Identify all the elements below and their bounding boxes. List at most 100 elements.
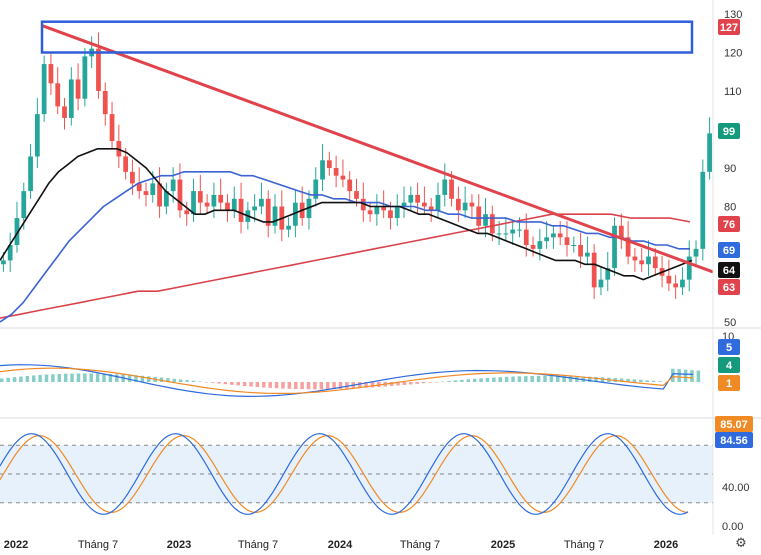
macd-histogram-bar xyxy=(178,379,183,382)
macd-histogram-bar xyxy=(31,375,36,382)
candle xyxy=(313,179,319,199)
candle xyxy=(41,64,47,115)
stoch-badge-label: 85.07 xyxy=(720,419,748,431)
macd-histogram-bar xyxy=(95,373,100,382)
macd-histogram-bar xyxy=(223,382,228,385)
macd-badge xyxy=(718,357,740,373)
candle xyxy=(21,191,27,219)
candle xyxy=(184,210,190,215)
macd-histogram-bar xyxy=(44,374,49,382)
time-tick-label: 2025 xyxy=(491,539,515,551)
candle xyxy=(109,114,115,142)
candle xyxy=(415,194,420,203)
macd-histogram-bar xyxy=(293,382,298,390)
macd-histogram-bar xyxy=(536,375,541,382)
candle xyxy=(449,179,454,199)
macd-histogram-bar xyxy=(460,379,464,382)
macd-histogram-bar xyxy=(530,375,534,382)
macd-histogram-bar xyxy=(504,376,509,382)
macd-histogram-bar xyxy=(562,375,566,382)
macd-histogram-bar xyxy=(319,382,324,390)
macd-histogram-bar xyxy=(172,378,177,382)
macd-histogram-bar xyxy=(306,382,311,390)
candle xyxy=(551,233,556,238)
macd-histogram-bar xyxy=(127,374,132,382)
trendline xyxy=(41,24,714,274)
stochastic-pane[interactable] xyxy=(0,433,713,515)
macd-histogram-bar xyxy=(146,376,151,382)
macd-histogram-bar xyxy=(645,380,649,382)
candle xyxy=(625,237,631,257)
candle xyxy=(123,156,129,172)
macd-histogram-bar xyxy=(274,382,279,389)
price-pane[interactable] xyxy=(0,20,761,329)
candle xyxy=(340,175,346,180)
macd-histogram-bar xyxy=(287,382,292,389)
macd-histogram-bar xyxy=(345,382,349,389)
candle xyxy=(639,260,645,265)
macd-histogram-bar xyxy=(485,377,490,382)
macd-histogram-bar xyxy=(498,377,503,382)
stoch-tick-label: 40.00 xyxy=(722,482,750,494)
candle xyxy=(130,171,135,184)
gear-icon[interactable]: ⚙ xyxy=(735,536,747,551)
macd-histogram-bar xyxy=(25,375,30,382)
candle xyxy=(388,210,393,219)
macd-histogram-bar xyxy=(370,382,375,388)
candle xyxy=(422,202,427,207)
candle xyxy=(238,198,244,222)
macd-histogram-bar xyxy=(236,382,240,386)
candle xyxy=(326,160,332,168)
time-tick-label: Tháng 7 xyxy=(400,539,440,551)
candle xyxy=(320,160,325,180)
macd-histogram-bar xyxy=(364,382,368,388)
macd-histogram-bar xyxy=(134,375,138,382)
candle xyxy=(700,171,706,249)
macd-histogram-bar xyxy=(524,376,528,382)
candle xyxy=(646,256,651,265)
price-axis[interactable]: 13012011090805012799766964631054140.000.… xyxy=(712,0,753,535)
macd-histogram-bar xyxy=(492,377,496,382)
price-badge-label: 127 xyxy=(720,22,738,34)
macd-histogram-bar xyxy=(217,382,221,384)
macd-histogram-bar xyxy=(191,380,196,382)
macd-histogram-bar xyxy=(543,375,547,382)
candle xyxy=(225,202,230,211)
macd-histogram-bar xyxy=(70,373,74,382)
macd-histogram-bar xyxy=(677,369,681,382)
candle xyxy=(462,202,468,211)
candle xyxy=(197,191,203,203)
macd-histogram-bar xyxy=(249,382,253,387)
candle xyxy=(408,194,414,203)
macd-histogram-bar xyxy=(447,380,451,382)
macd-histogram-bar xyxy=(409,382,413,385)
candle xyxy=(680,279,685,288)
candle xyxy=(510,229,516,234)
candle xyxy=(652,256,658,269)
candle xyxy=(693,248,699,257)
ma-blue-line xyxy=(0,171,690,323)
candle xyxy=(442,179,448,195)
macd-histogram-bar xyxy=(402,382,407,385)
macd-histogram-bar xyxy=(230,382,234,385)
macd-histogram-bar xyxy=(332,382,336,390)
resistance-box xyxy=(40,20,694,54)
candle xyxy=(489,214,495,234)
candle xyxy=(163,191,169,207)
macd-histogram-bar xyxy=(262,382,266,388)
macd-histogram-bar xyxy=(281,382,285,389)
price-tick-label: 120 xyxy=(724,48,742,60)
candle xyxy=(476,206,482,226)
macd-histogram-bar xyxy=(108,373,113,382)
candle xyxy=(293,202,298,226)
macd-histogram-bar xyxy=(51,374,55,382)
macd-histogram-bar xyxy=(204,382,209,383)
candle xyxy=(347,179,353,192)
candle xyxy=(204,202,210,207)
price-badge-label: 64 xyxy=(723,265,736,277)
macd-pane[interactable] xyxy=(0,364,761,419)
macd-histogram-bar xyxy=(0,378,4,382)
macd-histogram-bar xyxy=(300,382,304,390)
macd-histogram-bar xyxy=(19,376,23,382)
